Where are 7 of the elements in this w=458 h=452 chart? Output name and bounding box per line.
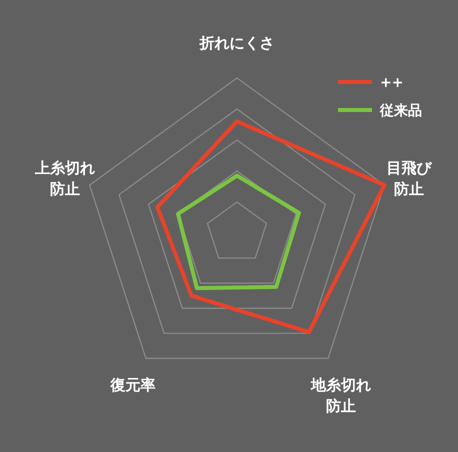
legend-label: ++	[380, 75, 404, 91]
spoke-label: 上糸切れ防止	[34, 159, 95, 198]
spoke-label: 目飛び防止	[386, 159, 433, 198]
spoke-label: 復元率	[109, 376, 156, 394]
spoke-label: 折れにくさ	[198, 34, 274, 52]
spoke-label: 地糸切れ防止	[310, 376, 372, 416]
legend-label: 従来品	[379, 103, 422, 119]
